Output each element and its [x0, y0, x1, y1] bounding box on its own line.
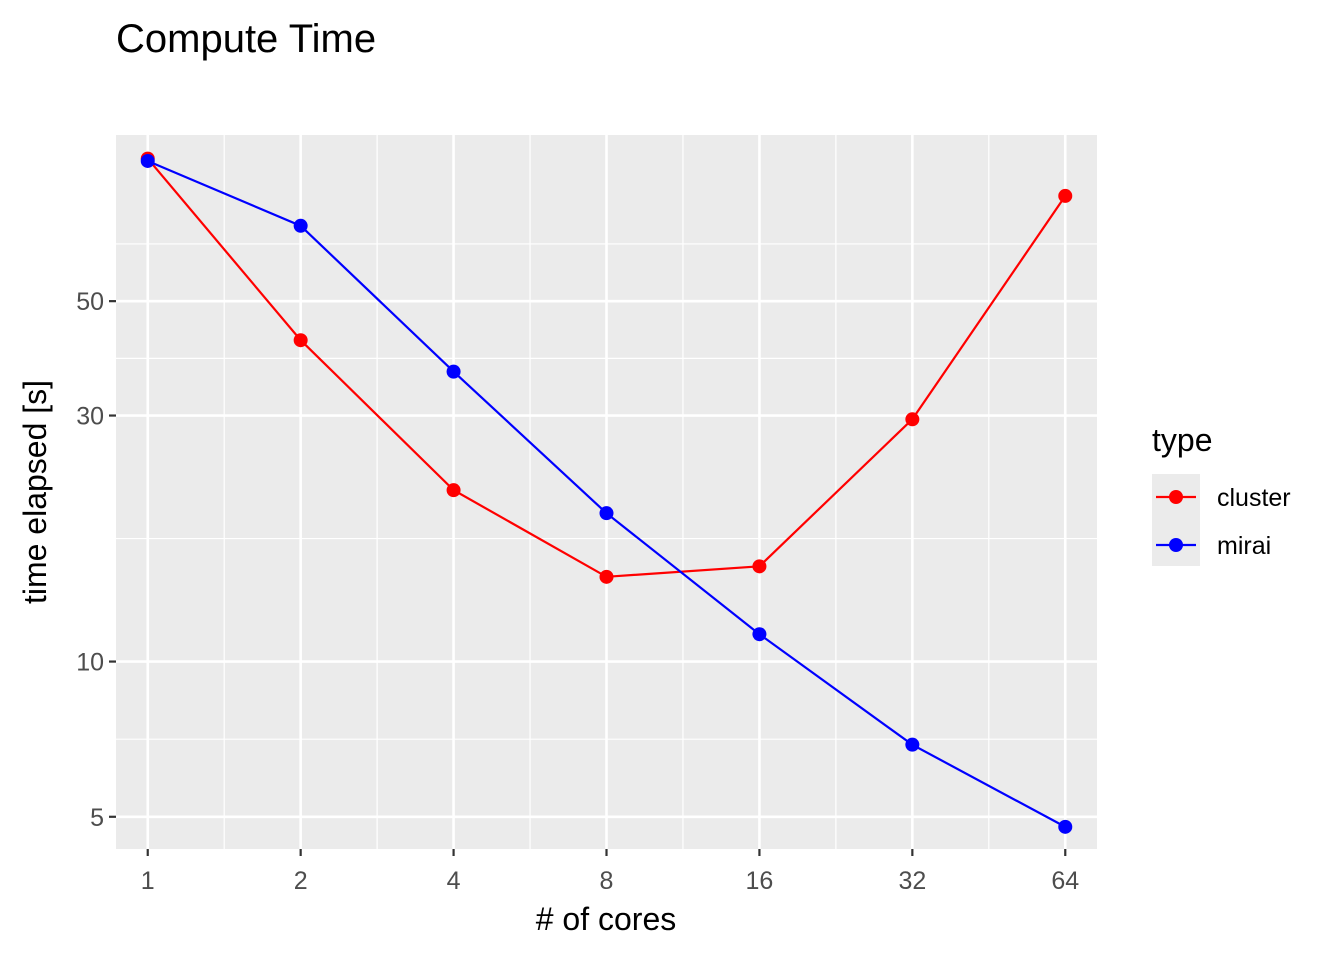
legend-label-mirai: mirai [1217, 532, 1271, 560]
y-tick-label: 5 [90, 804, 104, 832]
series-layer [140, 151, 1073, 834]
legend-key-point-cluster [1169, 490, 1183, 504]
data-point-cluster [752, 559, 767, 574]
legend: type cluster mirai [1152, 422, 1291, 566]
x-tick-label: 2 [294, 867, 308, 895]
x-tick-label: 8 [600, 867, 614, 895]
data-point-cluster [293, 333, 308, 348]
x-tick-label: 4 [447, 867, 461, 895]
data-point-cluster [1058, 188, 1073, 203]
y-tick-label: 50 [76, 288, 104, 316]
data-point-mirai [905, 737, 920, 752]
y-tick-label: 10 [76, 649, 104, 677]
legend-key-background [1152, 474, 1200, 566]
chart-title: Compute Time [116, 17, 376, 61]
data-point-mirai [752, 627, 767, 642]
y-axis: 5 10 30 50 [76, 288, 116, 832]
x-tick-label: 64 [1051, 867, 1079, 895]
data-point-mirai [446, 364, 461, 379]
data-point-mirai [140, 153, 155, 168]
x-axis-title: # of cores [536, 901, 677, 937]
x-tick-label: 16 [746, 867, 774, 895]
data-point-mirai [1058, 819, 1073, 834]
x-tick-label: 32 [898, 867, 926, 895]
data-point-cluster [599, 569, 614, 584]
legend-label-cluster: cluster [1217, 484, 1291, 512]
major-gridlines [116, 135, 1097, 849]
x-axis: 1 2 4 8 16 32 64 [141, 849, 1079, 895]
data-point-cluster [905, 412, 920, 427]
y-tick-label: 30 [76, 403, 104, 431]
legend-key-point-mirai [1169, 538, 1183, 552]
data-point-cluster [446, 483, 461, 498]
x-tick-label: 1 [141, 867, 155, 895]
data-point-mirai [293, 218, 308, 233]
legend-title: type [1152, 422, 1212, 458]
y-axis-title: time elapsed [s] [17, 380, 53, 604]
data-point-mirai [599, 506, 614, 521]
